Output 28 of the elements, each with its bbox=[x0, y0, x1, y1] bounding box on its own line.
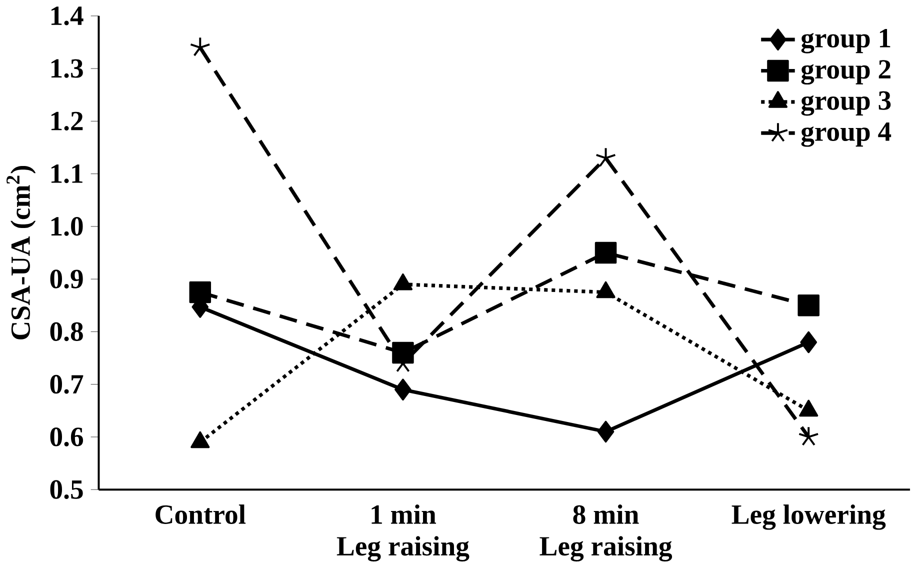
legend-label: group 2 bbox=[801, 60, 890, 85]
legend-label: group 3 bbox=[801, 91, 891, 116]
legend-label: group 4 bbox=[801, 122, 892, 147]
y-axis-title: CSA-UA (cm$^{2}$) bbox=[6, 166, 36, 340]
y-tick-label: 0.9 bbox=[50, 270, 83, 288]
point bbox=[595, 147, 616, 167]
y-tick-label: 0.6 bbox=[50, 428, 84, 446]
y-tick-label: 1.0 bbox=[51, 217, 83, 236]
x-tick-label: Leg lowering bbox=[732, 504, 886, 530]
y-tick-label: 1.2 bbox=[51, 112, 83, 131]
y-tick-label: 0.7 bbox=[50, 374, 84, 394]
point bbox=[798, 426, 819, 446]
x-tick-label: Control bbox=[156, 504, 246, 524]
point bbox=[189, 281, 212, 304]
x-tick-label: 8 min Leg raising bbox=[540, 504, 672, 562]
point bbox=[597, 420, 614, 443]
y-tick-label: 0.8 bbox=[50, 322, 83, 342]
y-tick-label: 1.4 bbox=[51, 6, 84, 26]
x-tick-label: 1 min Leg raising bbox=[336, 504, 470, 562]
point bbox=[394, 378, 412, 400]
point bbox=[798, 294, 820, 316]
y-tick-label: 1.1 bbox=[51, 164, 82, 184]
legend-label: group 1 bbox=[801, 28, 890, 54]
point bbox=[594, 242, 617, 264]
point bbox=[190, 36, 211, 56]
y-tick-label: 0.5 bbox=[50, 480, 83, 499]
y-tick-label: 1.3 bbox=[51, 59, 83, 78]
point bbox=[800, 331, 818, 354]
